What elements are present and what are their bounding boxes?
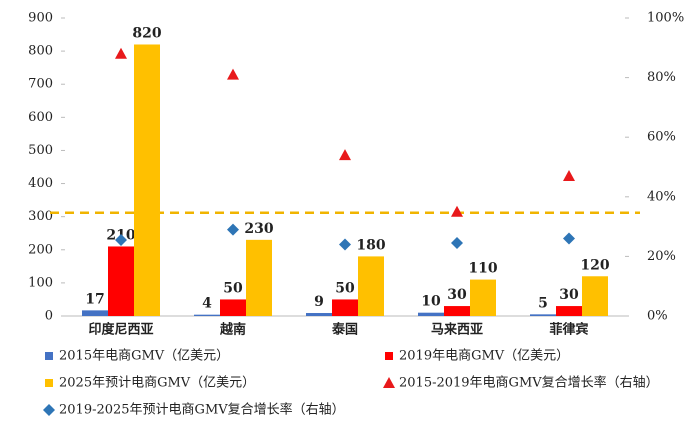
marker bbox=[227, 68, 239, 80]
y-tick-label: 200 bbox=[28, 242, 53, 257]
x-tick-label: 印度尼西亚 bbox=[88, 322, 153, 338]
marker bbox=[115, 47, 127, 59]
bar bbox=[556, 306, 582, 316]
bar bbox=[134, 44, 160, 316]
legend-label: 2019年电商GMV（亿美元） bbox=[399, 349, 569, 364]
legend-swatch bbox=[45, 379, 53, 387]
data-label: 230 bbox=[244, 221, 273, 237]
data-label: 110 bbox=[468, 261, 497, 277]
data-label: 120 bbox=[580, 257, 609, 273]
bar bbox=[530, 314, 556, 316]
bar bbox=[306, 313, 332, 316]
data-label: 50 bbox=[335, 280, 355, 296]
y2-tick-label: 0% bbox=[647, 309, 668, 324]
data-label: 30 bbox=[559, 287, 579, 303]
marker bbox=[563, 169, 575, 181]
bar bbox=[358, 256, 384, 316]
data-label: 4 bbox=[202, 296, 212, 312]
legend-marker bbox=[43, 404, 55, 416]
bar bbox=[470, 279, 496, 316]
y2-tick-label: 40% bbox=[647, 189, 676, 204]
x-tick-label: 泰国 bbox=[331, 322, 358, 338]
x-tick-label: 越南 bbox=[219, 322, 246, 338]
x-tick-label: 菲律宾 bbox=[549, 322, 588, 338]
legend-marker bbox=[383, 377, 395, 388]
bar bbox=[108, 246, 134, 316]
bar bbox=[82, 310, 108, 316]
y2-tick-label: 80% bbox=[647, 70, 676, 85]
y-tick-label: 0 bbox=[45, 309, 53, 324]
marker bbox=[339, 149, 351, 161]
y-tick-label: 100 bbox=[28, 275, 53, 290]
y2-tick-label: 20% bbox=[647, 249, 676, 264]
data-label: 17 bbox=[85, 291, 104, 307]
legend-label: 2025年预计电商GMV（亿美元） bbox=[59, 376, 255, 391]
marker bbox=[451, 205, 463, 217]
y-tick-label: 900 bbox=[28, 11, 53, 26]
bar bbox=[332, 299, 358, 316]
marker bbox=[451, 236, 463, 249]
data-label: 9 bbox=[314, 294, 324, 310]
y-tick-label: 800 bbox=[28, 44, 53, 59]
legend-swatch bbox=[385, 352, 393, 360]
data-label: 820 bbox=[132, 25, 161, 41]
y2-tick-label: 60% bbox=[647, 130, 676, 145]
bar bbox=[194, 314, 220, 316]
y-tick-label: 500 bbox=[28, 143, 53, 158]
y-tick-label: 700 bbox=[28, 77, 53, 92]
legend-label: 2019-2025年预计电商GMV复合增长率（右轴） bbox=[59, 402, 345, 418]
marker bbox=[563, 232, 575, 245]
marker bbox=[339, 238, 351, 251]
bar bbox=[246, 239, 272, 316]
y-tick-label: 600 bbox=[28, 110, 53, 125]
marker bbox=[115, 234, 127, 247]
data-label: 30 bbox=[447, 287, 467, 303]
data-label: 10 bbox=[421, 294, 441, 310]
legend-label: 2015-2019年电商GMV复合增长率（右轴） bbox=[399, 375, 659, 391]
bar bbox=[582, 276, 608, 316]
y-tick-label: 300 bbox=[28, 209, 53, 224]
data-label: 5 bbox=[538, 295, 548, 311]
data-label: 50 bbox=[223, 280, 243, 296]
marker bbox=[227, 223, 239, 236]
bar bbox=[444, 306, 470, 316]
x-tick-label: 马来西亚 bbox=[431, 322, 483, 338]
bar bbox=[220, 299, 246, 316]
legend-label: 2015年电商GMV（亿美元） bbox=[59, 349, 229, 364]
y-tick-label: 400 bbox=[28, 176, 53, 191]
data-label: 180 bbox=[356, 237, 385, 253]
y2-tick-label: 100% bbox=[647, 11, 684, 26]
legend-swatch bbox=[45, 352, 53, 360]
bar bbox=[418, 312, 444, 316]
